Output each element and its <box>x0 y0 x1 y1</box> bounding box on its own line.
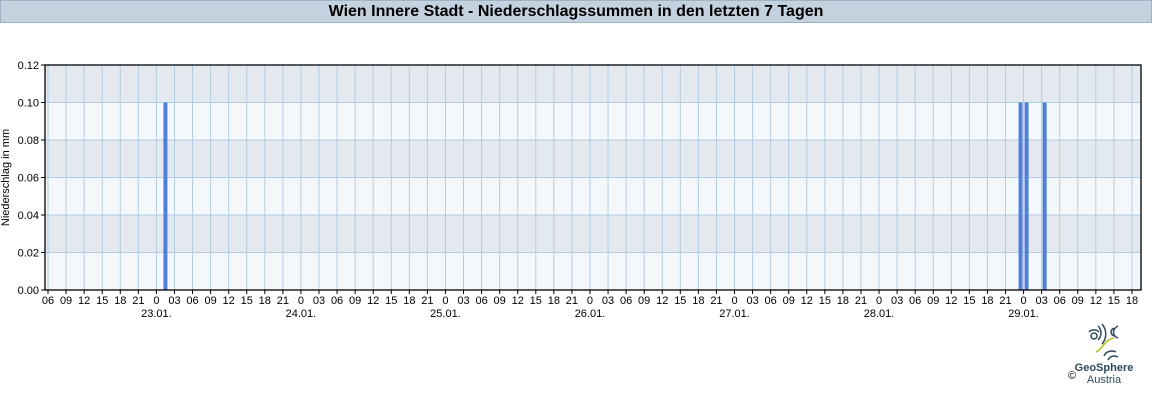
x-tick-label: 06 <box>620 295 632 307</box>
x-tick-label: 09 <box>783 295 795 307</box>
x-tick-label: 12 <box>78 295 90 307</box>
x-tick-label: 0 <box>731 295 737 307</box>
plot-band <box>45 140 1141 178</box>
x-tick-label: 03 <box>602 295 614 307</box>
day-label: 29.01. <box>1008 308 1039 320</box>
day-label: 25.01. <box>430 308 461 320</box>
x-tick-label: 21 <box>421 295 433 307</box>
x-tick-label: 21 <box>566 295 578 307</box>
x-tick-label: 06 <box>186 295 198 307</box>
y-tick-label: 0.00 <box>18 285 39 297</box>
x-tick-label: 15 <box>241 295 253 307</box>
x-tick-label: 21 <box>999 295 1011 307</box>
y-axis-label: Niederschlag in mm <box>0 129 12 226</box>
x-tick-label: 03 <box>457 295 469 307</box>
x-tick-label: 09 <box>638 295 650 307</box>
x-tick-label: 0 <box>298 295 304 307</box>
precipitation-bar <box>1042 102 1047 290</box>
y-tick-label: 0.08 <box>18 135 39 147</box>
day-label: 26.01. <box>575 308 606 320</box>
x-tick-label: 06 <box>765 295 777 307</box>
x-tick-label: 03 <box>1036 295 1048 307</box>
x-tick-label: 18 <box>403 295 415 307</box>
x-tick-label: 09 <box>1072 295 1084 307</box>
plot-frame <box>44 64 1142 291</box>
x-tick-label: 15 <box>963 295 975 307</box>
x-tick-label: 06 <box>331 295 343 307</box>
chart-title: Wien Innere Stadt - Niederschlagssummen … <box>0 0 1152 23</box>
x-tick-label: 15 <box>96 295 108 307</box>
precipitation-bar <box>1024 102 1029 290</box>
plot-band <box>45 65 1141 103</box>
y-tick-label: 0.04 <box>18 210 39 222</box>
x-tick-label: 15 <box>530 295 542 307</box>
x-tick-label: 21 <box>855 295 867 307</box>
x-tick-label: 06 <box>42 295 54 307</box>
precipitation-bar <box>163 102 168 290</box>
x-tick-label: 12 <box>367 295 379 307</box>
x-tick-label: 21 <box>710 295 722 307</box>
plot-band <box>45 215 1141 253</box>
x-tick-label: 12 <box>223 295 235 307</box>
x-tick-label: 0 <box>153 295 159 307</box>
x-tick-label: 03 <box>746 295 758 307</box>
x-tick-label: 06 <box>475 295 487 307</box>
x-tick-label: 18 <box>981 295 993 307</box>
plot-band <box>45 177 1141 215</box>
x-tick-label: 12 <box>945 295 957 307</box>
y-tick-label: 0.10 <box>18 98 39 110</box>
x-tick-label: 12 <box>801 295 813 307</box>
x-tick-label: 09 <box>349 295 361 307</box>
precipitation-bar <box>1018 102 1023 290</box>
plot-band <box>45 102 1141 140</box>
y-tick-label: 0.06 <box>18 173 39 185</box>
x-tick-label: 0 <box>442 295 448 307</box>
x-tick-label: 0 <box>876 295 882 307</box>
x-tick-label: 18 <box>259 295 271 307</box>
x-tick-label: 0 <box>587 295 593 307</box>
x-tick-label: 15 <box>674 295 686 307</box>
x-tick-label: 12 <box>512 295 524 307</box>
geosphere-logo: GeoSphere Austria <box>1064 322 1144 386</box>
x-tick-label: 15 <box>819 295 831 307</box>
geosphere-logo-icon <box>1088 323 1119 361</box>
x-tick-label: 06 <box>909 295 921 307</box>
x-tick-label: 15 <box>385 295 397 307</box>
day-label: 28.01. <box>864 308 895 320</box>
day-label: 23.01. <box>141 308 172 320</box>
x-tick-label: 15 <box>1108 295 1120 307</box>
x-tick-label: 09 <box>927 295 939 307</box>
y-tick-label: 0.02 <box>18 248 39 260</box>
x-tick-label: 18 <box>692 295 704 307</box>
x-tick-label: 18 <box>114 295 126 307</box>
x-tick-label: 03 <box>891 295 903 307</box>
x-tick-label: 12 <box>1090 295 1102 307</box>
x-tick-label: 21 <box>132 295 144 307</box>
day-label: 24.01. <box>286 308 317 320</box>
x-tick-label: 21 <box>277 295 289 307</box>
x-tick-label: 12 <box>656 295 668 307</box>
x-tick-label: 03 <box>168 295 180 307</box>
x-tick-label: 18 <box>548 295 560 307</box>
x-tick-label: 18 <box>1126 295 1138 307</box>
x-tick-label: 09 <box>494 295 506 307</box>
copyright: © <box>1068 370 1077 382</box>
x-tick-label: 0 <box>1021 295 1027 307</box>
plot-band <box>45 252 1141 290</box>
x-tick-label: 09 <box>60 295 72 307</box>
x-tick-label: 03 <box>313 295 325 307</box>
day-label: 27.01. <box>719 308 750 320</box>
x-tick-label: 09 <box>204 295 216 307</box>
x-tick-label: 18 <box>837 295 849 307</box>
x-tick-label: 06 <box>1054 295 1066 307</box>
y-tick-label: 0.12 <box>18 60 39 72</box>
